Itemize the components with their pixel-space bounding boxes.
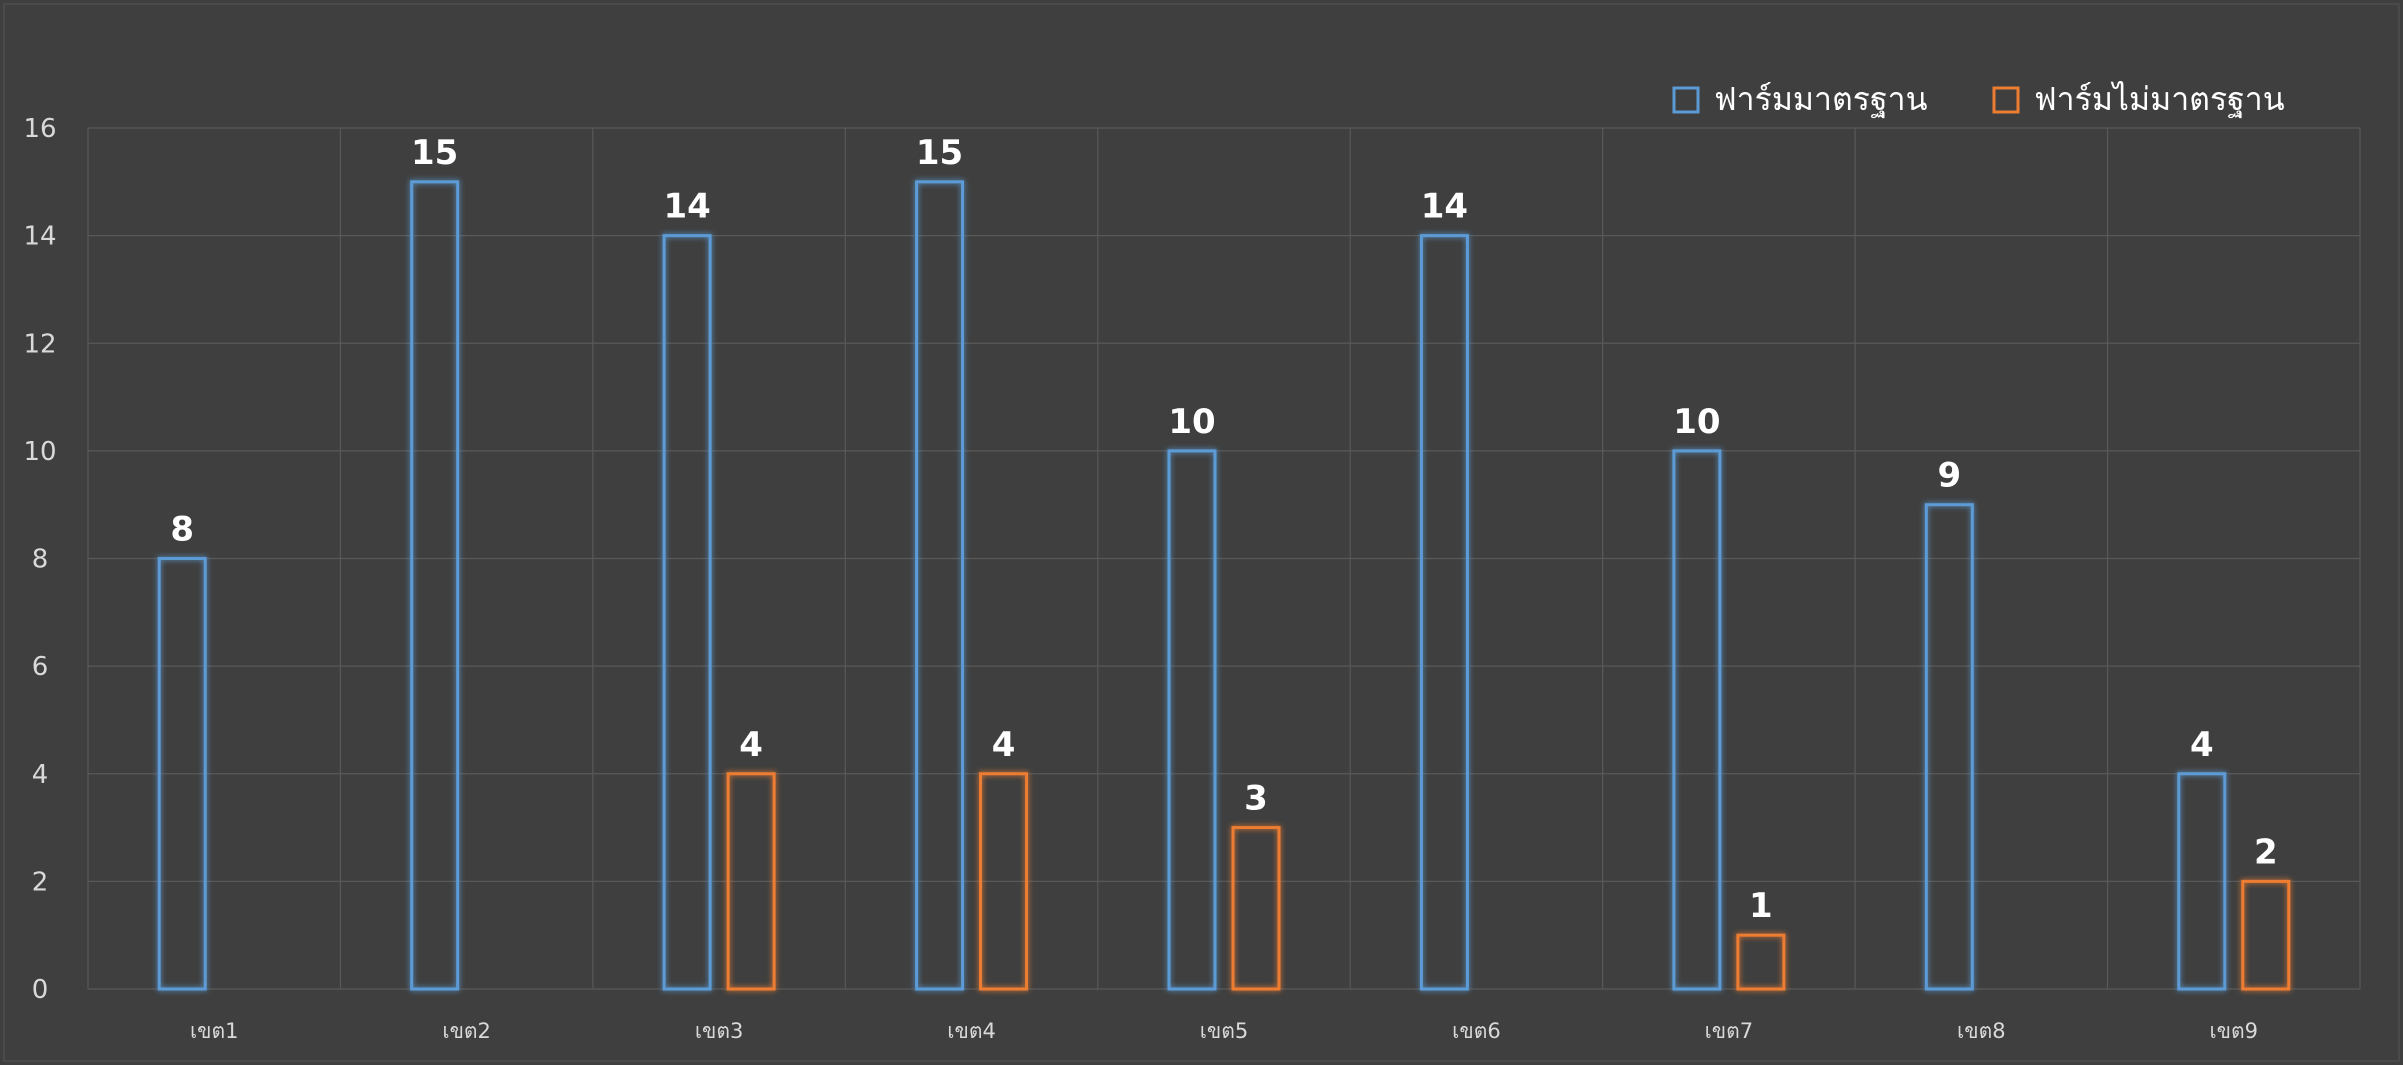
data-label: 4 <box>2190 725 2214 765</box>
data-label: 10 <box>1673 402 1720 442</box>
y-tick-label: 10 <box>23 437 56 467</box>
bar-standard-1 <box>157 557 207 991</box>
data-label: 1 <box>1749 886 1773 926</box>
grid <box>87 127 2361 990</box>
bar-nonstandard-5 <box>1231 826 1281 991</box>
x-tick-label: เขต1 <box>190 1019 239 1043</box>
data-label: 15 <box>916 133 963 173</box>
legend-swatch-standard <box>1672 86 1700 114</box>
y-tick-label: 12 <box>23 329 56 359</box>
bar-standard-6 <box>1419 234 1469 991</box>
bar-standard-7 <box>1672 449 1722 991</box>
y-tick-label: 4 <box>32 760 49 790</box>
labels: 02468101214168เขต115เขต2144เขต3154เขต410… <box>23 114 2277 1043</box>
bar-nonstandard-7 <box>1736 933 1786 991</box>
bars <box>157 180 2291 991</box>
bar-standard-9 <box>2177 772 2227 991</box>
x-tick-label: เขต6 <box>1452 1019 1501 1043</box>
bar-nonstandard-3 <box>726 772 776 991</box>
x-tick-label: เขต5 <box>1200 1019 1249 1043</box>
legend-label-standard: ฟาร์มมาตรฐาน <box>1714 80 1928 119</box>
x-tick-label: เขต7 <box>1705 1019 1754 1043</box>
data-label: 4 <box>992 725 1016 765</box>
data-label: 2 <box>2254 832 2278 872</box>
data-label: 8 <box>170 510 194 550</box>
bar-standard-4 <box>915 180 965 991</box>
x-tick-label: เขต3 <box>695 1019 744 1043</box>
y-tick-label: 6 <box>32 652 49 682</box>
x-tick-label: เขต4 <box>947 1019 996 1043</box>
y-tick-label: 0 <box>32 975 49 1005</box>
data-label: 9 <box>1937 456 1961 496</box>
x-tick-label: เขต2 <box>442 1019 491 1043</box>
data-label: 4 <box>739 725 763 765</box>
data-label: 15 <box>411 133 458 173</box>
x-tick-label: เขต8 <box>1957 1019 2006 1043</box>
data-label: 14 <box>663 187 710 227</box>
bar-standard-3 <box>662 234 712 991</box>
legend-swatch-nonstandard <box>1992 86 2020 114</box>
bar-standard-8 <box>1924 503 1974 991</box>
legend-label-nonstandard: ฟาร์มไม่มาตรฐาน <box>2034 80 2285 119</box>
y-tick-label: 14 <box>23 222 56 252</box>
y-tick-label: 8 <box>32 545 49 575</box>
legend: ฟาร์มมาตรฐาน ฟาร์มไม่มาตรฐาน <box>1672 80 2285 119</box>
y-tick-label: 16 <box>23 114 56 144</box>
data-label: 3 <box>1244 779 1268 819</box>
x-tick-label: เขต9 <box>2210 1019 2259 1043</box>
bar-nonstandard-9 <box>2241 879 2291 991</box>
y-tick-label: 2 <box>32 867 49 897</box>
bar-standard-5 <box>1167 449 1217 991</box>
bar-standard-2 <box>410 180 460 991</box>
data-label: 10 <box>1168 402 1215 442</box>
data-label: 14 <box>1421 187 1468 227</box>
bar-nonstandard-4 <box>979 772 1029 991</box>
